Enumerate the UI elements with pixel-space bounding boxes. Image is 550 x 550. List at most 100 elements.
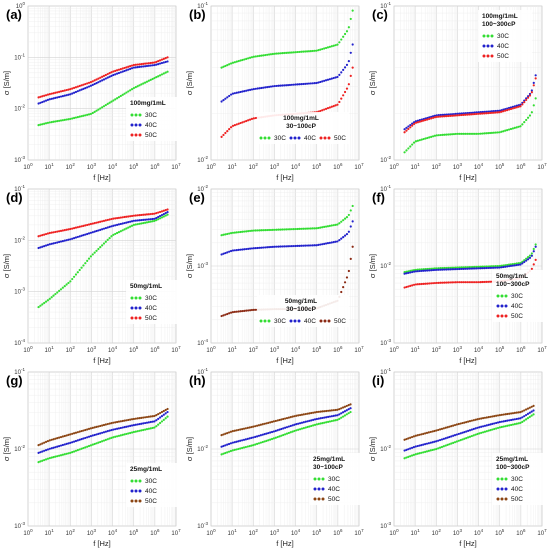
data-point (340, 407, 343, 410)
legend-title: 100~300cP (496, 281, 530, 288)
data-point (266, 53, 269, 56)
data-point (59, 90, 63, 93)
x-tick-label: 104 (291, 528, 301, 537)
data-point (521, 103, 524, 106)
data-point (439, 115, 442, 118)
data-point (250, 229, 254, 232)
data-point (89, 444, 93, 447)
legend-marker (138, 316, 142, 320)
data-point (485, 424, 488, 427)
data-point (530, 89, 533, 92)
data-point (317, 243, 320, 246)
data-point (119, 94, 122, 98)
data-point (405, 126, 408, 129)
data-point (243, 248, 246, 251)
data-point (273, 52, 276, 55)
data-point (495, 427, 498, 430)
data-point (345, 413, 348, 416)
data-point (153, 217, 156, 220)
data-point (521, 420, 524, 423)
data-point (466, 267, 469, 270)
data-point (233, 61, 236, 64)
data-point (97, 229, 100, 232)
data-point (117, 68, 121, 71)
data-point (467, 436, 470, 439)
data-point (334, 76, 337, 79)
data-point (241, 230, 244, 233)
data-point (114, 224, 117, 227)
data-point (534, 258, 537, 261)
data-point (418, 119, 421, 122)
data-point (347, 230, 350, 233)
legend-label: 40C (145, 305, 157, 312)
data-point (488, 266, 492, 269)
data-point (277, 228, 280, 231)
data-point (500, 109, 503, 112)
data-point (256, 87, 259, 90)
data-point (59, 288, 63, 291)
data-point (490, 111, 494, 114)
data-point (89, 434, 93, 438)
data-point (160, 210, 164, 213)
data-point (526, 258, 530, 261)
data-point (328, 409, 332, 412)
y-tick-label: 10-2 (380, 155, 391, 164)
data-point (147, 421, 150, 424)
data-point (485, 416, 488, 419)
data-point (511, 127, 514, 130)
data-point (494, 109, 497, 113)
data-point (258, 87, 261, 90)
data-point (136, 63, 139, 66)
data-point (336, 408, 339, 411)
data-point (229, 93, 233, 96)
x-tick-label: 104 (108, 528, 118, 537)
legend-label: 50C (145, 498, 157, 505)
legend-label: 50C (145, 315, 157, 322)
data-point (446, 426, 449, 429)
data-point (493, 427, 496, 431)
legend-marker (130, 479, 134, 483)
data-point (517, 125, 520, 128)
data-point (521, 262, 524, 265)
data-point (119, 68, 122, 71)
data-point (502, 420, 505, 423)
data-point (454, 112, 457, 116)
data-point (140, 83, 143, 86)
data-point (114, 232, 117, 236)
data-point (428, 282, 431, 285)
data-point (309, 244, 312, 247)
data-point (123, 228, 126, 231)
data-point (470, 419, 473, 422)
data-point (468, 266, 471, 269)
data-point (418, 283, 421, 286)
panel-label: (a) (6, 7, 22, 22)
data-point (86, 445, 89, 448)
data-point (304, 82, 307, 85)
data-point (351, 43, 354, 46)
data-point (136, 430, 139, 433)
data-point (44, 458, 48, 461)
data-point (134, 219, 137, 222)
data-point (56, 120, 59, 123)
data-point (112, 224, 115, 227)
data-point (277, 52, 280, 55)
data-point (526, 256, 530, 259)
data-point (409, 455, 412, 458)
data-point (263, 433, 266, 436)
data-point (487, 132, 490, 135)
x-axis-title: f [Hz] (93, 356, 111, 365)
data-point (267, 439, 270, 442)
data-point (247, 309, 250, 312)
data-point (403, 271, 406, 274)
data-point (220, 453, 223, 456)
legend-marker (138, 306, 142, 310)
data-point (222, 452, 225, 455)
data-point (465, 436, 468, 440)
data-point (155, 419, 158, 422)
data-point (147, 415, 150, 418)
data-point (271, 52, 274, 56)
data-point (319, 243, 322, 246)
data-point (324, 242, 328, 245)
data-point (349, 407, 352, 410)
data-point (426, 269, 429, 272)
